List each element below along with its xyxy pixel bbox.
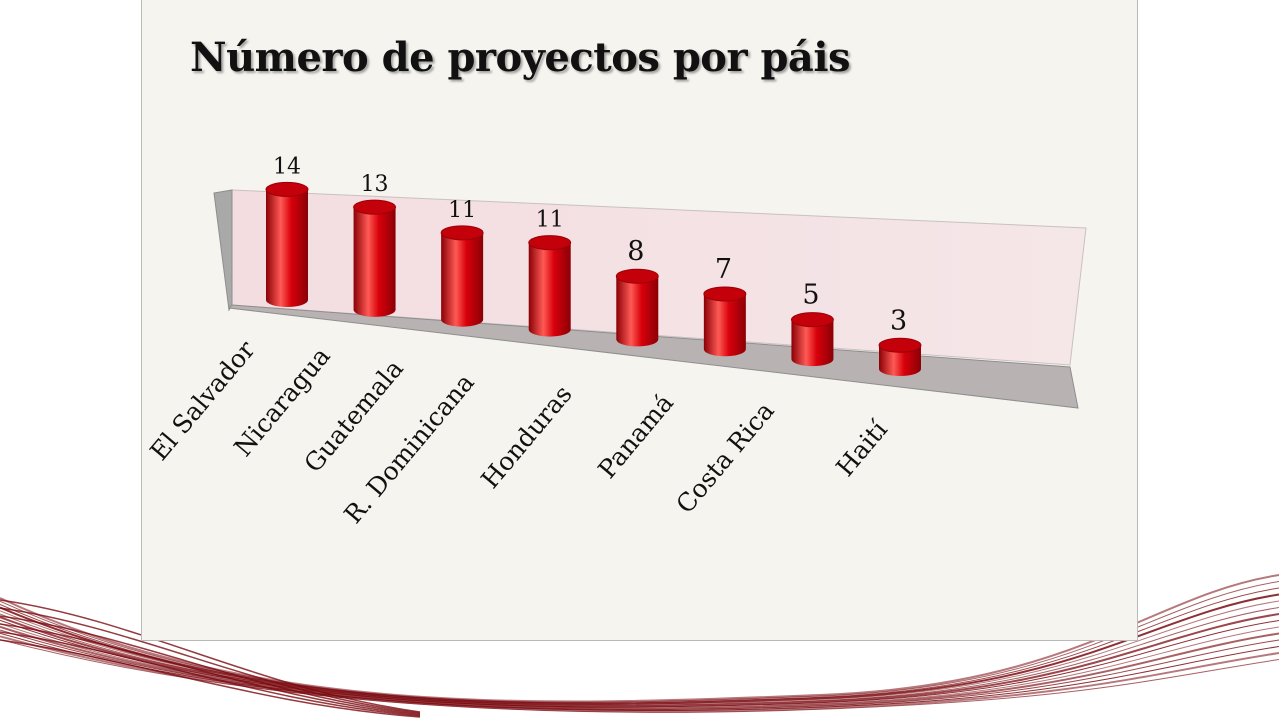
- bar-top: [878, 337, 922, 353]
- chart-value-labels: 14 13 11 11 8 7 5 3: [273, 154, 907, 336]
- category-label: Honduras: [475, 380, 577, 494]
- swoosh-line: [0, 593, 1279, 705]
- bar-top: [353, 199, 397, 215]
- bar: [703, 286, 747, 357]
- data-label: 3: [890, 305, 907, 336]
- swoosh-line: [0, 607, 421, 714]
- data-label: 7: [715, 254, 732, 285]
- bar: [878, 337, 922, 376]
- chart-title: Número de proyectos por páis: [190, 34, 851, 81]
- bar-body: [791, 319, 834, 367]
- swoosh-line: [0, 600, 1279, 706]
- bar: [790, 312, 834, 367]
- swoosh-line: [0, 574, 1279, 703]
- swoosh-line: [0, 639, 1279, 713]
- bar-top: [703, 286, 747, 302]
- swoosh-line: [0, 639, 421, 718]
- chart-side-wall: [213, 189, 233, 312]
- category-label: Panamá: [592, 388, 679, 483]
- bar: [440, 225, 484, 327]
- data-label: 5: [802, 280, 819, 311]
- swoosh-line: [0, 625, 1279, 710]
- bar: [265, 181, 309, 307]
- bar-body: [266, 189, 308, 307]
- bar-body: [703, 293, 746, 357]
- bar-top: [528, 235, 572, 251]
- bar-body: [879, 345, 921, 376]
- chart-bars: [265, 181, 922, 376]
- swoosh-line: [0, 623, 421, 716]
- bar: [615, 268, 659, 347]
- data-label: 11: [448, 198, 476, 223]
- data-label: 13: [361, 172, 389, 197]
- bar-body: [353, 207, 396, 317]
- bar-body: [616, 276, 659, 347]
- bar: [528, 235, 572, 337]
- category-label: Haití: [830, 414, 893, 481]
- bar-top: [615, 268, 659, 284]
- swoosh-line: [0, 599, 421, 713]
- bar-top: [440, 225, 484, 241]
- category-label: Costa Rica: [670, 396, 779, 519]
- data-label: 11: [536, 208, 564, 233]
- swoosh-line: [0, 619, 1279, 708]
- swoosh-line: [0, 629, 1279, 711]
- bar-body: [441, 232, 484, 327]
- data-label: 8: [627, 236, 644, 267]
- bar-body: [528, 242, 571, 337]
- bar: [353, 199, 397, 317]
- swoosh-line: [0, 615, 421, 715]
- chart-floor: [227, 304, 1079, 409]
- swoosh-line: [0, 635, 1279, 713]
- bar-top: [265, 181, 309, 197]
- swoosh-line: [0, 631, 421, 717]
- bar-top: [790, 312, 834, 328]
- data-label: 14: [273, 154, 301, 179]
